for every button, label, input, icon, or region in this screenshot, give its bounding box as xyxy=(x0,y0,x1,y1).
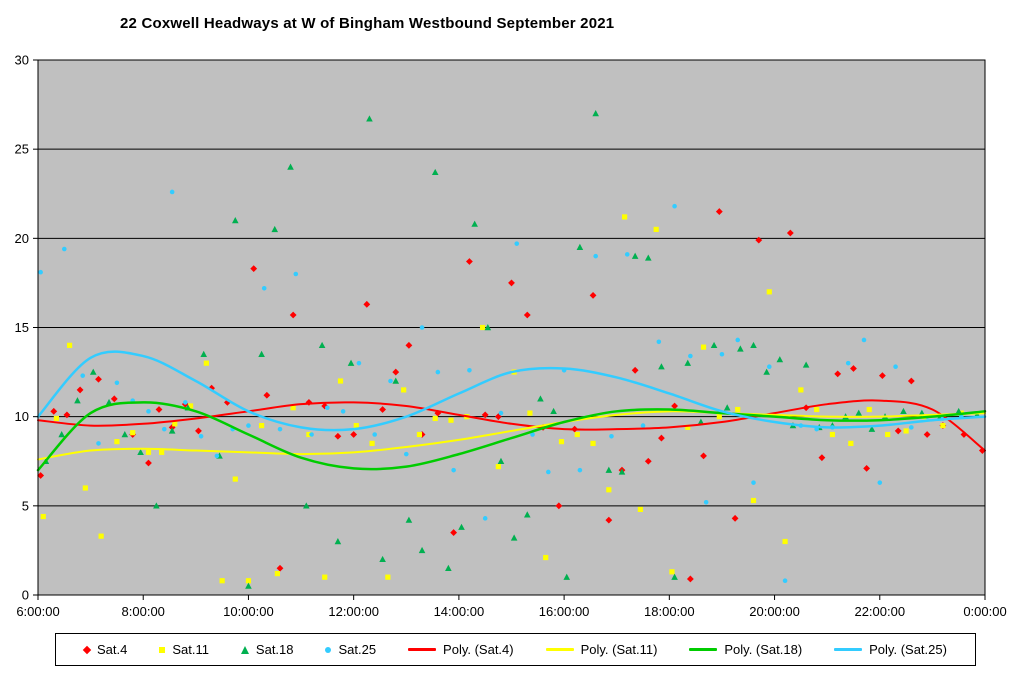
trendline-poly-sat-11 xyxy=(37,410,986,461)
x-tick-label: 18:00:00 xyxy=(644,604,695,619)
legend-diamond-icon xyxy=(82,645,92,654)
legend-label: Poly. (Sat.25) xyxy=(869,642,947,657)
legend-label: Poly. (Sat.18) xyxy=(724,642,803,657)
y-tick-label: 30 xyxy=(15,53,29,68)
legend-item-poly-sat-11: Poly. (Sat.11) xyxy=(545,642,658,657)
legend-item-poly-sat-25: Poly. (Sat.25) xyxy=(834,642,947,657)
x-tick-label: 6:00:00 xyxy=(16,604,59,619)
y-tick-label: 10 xyxy=(15,409,29,424)
legend-line-icon xyxy=(834,648,863,651)
x-tick-label: 22:00:00 xyxy=(854,604,905,619)
legend-label: Sat.11 xyxy=(172,642,209,657)
legend-item-poly-sat-18: Poly. (Sat.18) xyxy=(689,642,802,657)
y-tick-label: 15 xyxy=(15,320,29,335)
legend-item-sat-18: Sat.18 xyxy=(240,642,294,657)
legend-line-icon xyxy=(545,648,574,651)
legend-item-sat-11: Sat.11 xyxy=(159,642,209,657)
y-tick-label: 25 xyxy=(15,142,29,157)
x-tick-label: 14:00:00 xyxy=(434,604,485,619)
legend-square-icon xyxy=(159,646,166,653)
chart-legend: Sat.4 Sat.11 Sat.18 Sat.25 Poly. (Sat.4) Poly… xyxy=(55,633,976,666)
chart-title: 22 Coxwell Headways at W of Bingham West… xyxy=(120,15,615,32)
y-tick-label: 20 xyxy=(15,231,29,246)
legend-label: Poly. (Sat.11) xyxy=(580,642,658,657)
x-tick-label: 8:00:00 xyxy=(122,604,165,619)
trendline-poly-sat-18 xyxy=(36,401,987,472)
legend-label: Sat.25 xyxy=(338,642,377,657)
legend-item-sat-4: Sat.4 xyxy=(82,642,128,657)
x-tick-label: 10:00:00 xyxy=(223,604,274,619)
legend-label: Sat.4 xyxy=(97,642,128,657)
legend-line-icon xyxy=(689,648,718,651)
legend-item-poly-sat-4: Poly. (Sat.4) xyxy=(408,642,514,657)
trendline-poly-sat-25 xyxy=(36,350,987,432)
legend-triangle-icon xyxy=(240,645,249,654)
legend-label: Poly. (Sat.4) xyxy=(443,642,514,657)
legend-circle-icon xyxy=(325,646,332,653)
trendline-poly-sat-4 xyxy=(37,399,986,452)
series-sat-11-points xyxy=(40,214,964,584)
legend-label: Sat.18 xyxy=(255,642,294,657)
x-tick-label: 0:00:00 xyxy=(963,604,1006,619)
y-tick-label: 0 xyxy=(22,588,29,603)
y-tick-label: 5 xyxy=(22,498,29,513)
x-tick-label: 20:00:00 xyxy=(749,604,800,619)
legend-item-sat-25: Sat.25 xyxy=(325,642,376,657)
x-tick-label: 12:00:00 xyxy=(328,604,379,619)
legend-line-icon xyxy=(408,648,437,651)
x-tick-label: 16:00:00 xyxy=(539,604,590,619)
